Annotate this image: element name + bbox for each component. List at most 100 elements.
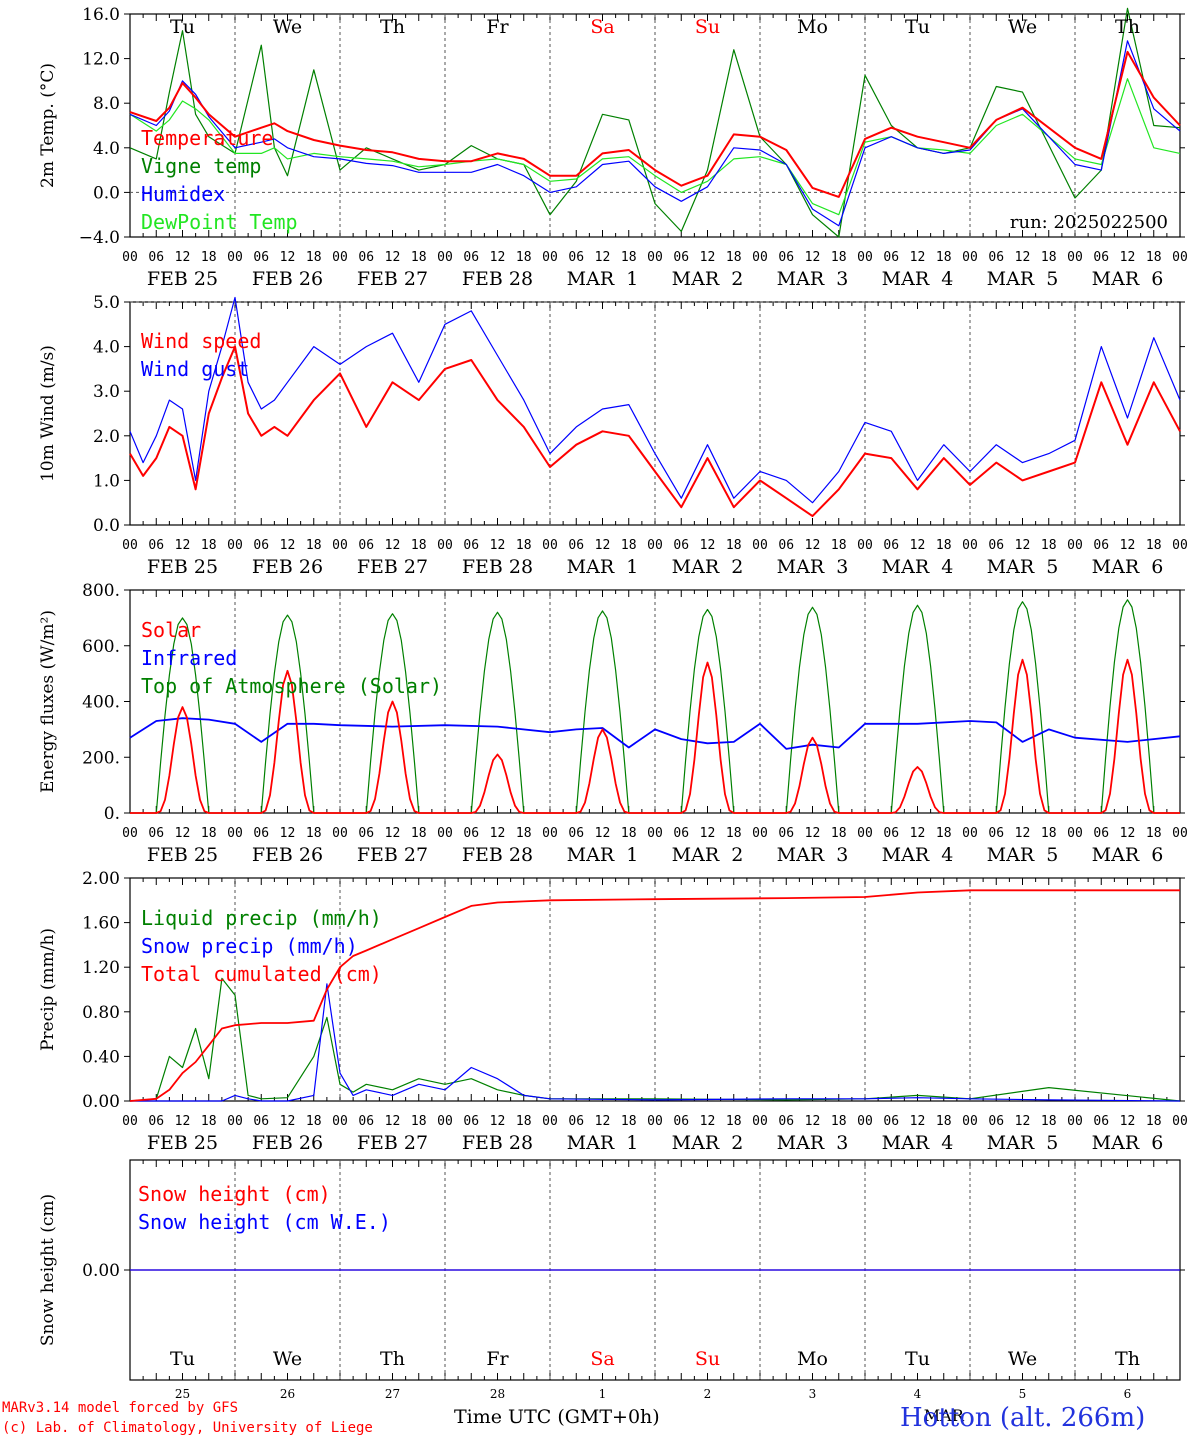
x-hour-label: 00 <box>752 1114 768 1129</box>
x-hour-label: 18 <box>1146 1114 1162 1129</box>
x-date-label: MAR 3 <box>777 268 849 290</box>
y-tick-label: 800. <box>82 581 120 601</box>
x-hour-label: 12 <box>385 538 401 553</box>
series-line <box>129 50 1181 198</box>
x-date-label: FEB 26 <box>252 556 323 578</box>
x-hour-label: 18 <box>726 250 742 265</box>
x-date-label: FEB 27 <box>357 556 428 578</box>
y-axis-label: Snow height (cm) <box>38 1194 58 1346</box>
x-hour-label: 06 <box>568 250 584 265</box>
x-hour-label: 06 <box>673 1114 689 1129</box>
day-number-label: 6 <box>1124 1387 1132 1401</box>
x-hour-label: 00 <box>227 826 243 841</box>
x-hour-label: 00 <box>122 1114 138 1129</box>
x-hour-label: 00 <box>122 538 138 553</box>
x-date-label: MAR 3 <box>777 844 849 866</box>
x-date-label: MAR 2 <box>672 1132 744 1154</box>
x-hour-label: 06 <box>673 538 689 553</box>
x-date-label: MAR 3 <box>777 556 849 578</box>
x-date-label: FEB 28 <box>462 268 533 290</box>
series-line <box>129 977 1181 1102</box>
x-hour-label: 06 <box>673 250 689 265</box>
x-date-label: FEB 28 <box>462 556 533 578</box>
x-date-label: MAR 1 <box>567 268 639 290</box>
x-hour-label: 12 <box>1015 826 1031 841</box>
x-hour-label: 00 <box>542 826 558 841</box>
x-hour-label: 18 <box>516 250 532 265</box>
x-date-label: MAR 1 <box>567 844 639 866</box>
x-date-label: MAR 5 <box>987 556 1059 578</box>
legend-entry: Infrared <box>141 646 237 670</box>
day-number-label: 27 <box>385 1387 400 1401</box>
x-hour-label: 06 <box>358 538 374 553</box>
x-date-label: FEB 26 <box>252 1132 323 1154</box>
day-number-label: 4 <box>914 1387 922 1401</box>
x-hour-label: 18 <box>516 826 532 841</box>
station-label: Hotton (alt. 266m) <box>900 1403 1146 1433</box>
day-number-label: 2 <box>704 1387 712 1401</box>
day-label: We <box>1008 1348 1037 1370</box>
x-hour-label: 06 <box>463 826 479 841</box>
x-hour-label: 06 <box>148 826 164 841</box>
x-hour-label: 06 <box>358 250 374 265</box>
series-line <box>129 78 1181 216</box>
x-hour-label: 12 <box>595 250 611 265</box>
x-hour-label: 06 <box>463 250 479 265</box>
x-hour-label: 12 <box>385 250 401 265</box>
y-tick-label: 1.60 <box>82 914 120 934</box>
x-hour-label: 06 <box>253 826 269 841</box>
y-tick-label: 0.0 <box>93 183 120 203</box>
y-tick-label: −4.0 <box>79 228 120 248</box>
x-hour-label: 12 <box>1015 1114 1031 1129</box>
x-hour-label: 12 <box>175 250 191 265</box>
x-date-label: MAR 1 <box>567 556 639 578</box>
x-hour-label: 18 <box>1146 250 1162 265</box>
x-hour-label: 06 <box>148 1114 164 1129</box>
x-hour-label: 06 <box>883 250 899 265</box>
y-tick-label: 0. <box>104 804 120 824</box>
x-hour-label: 18 <box>621 826 637 841</box>
x-hour-label: 18 <box>831 1114 847 1129</box>
x-hour-label: 00 <box>332 250 348 265</box>
x-hour-label: 18 <box>936 538 952 553</box>
x-hour-label: 00 <box>647 826 663 841</box>
y-tick-label: 2.00 <box>82 869 120 889</box>
x-hour-label: 06 <box>358 1114 374 1129</box>
x-hour-label: 18 <box>411 826 427 841</box>
x-hour-label: 06 <box>568 1114 584 1129</box>
y-tick-label: 4.0 <box>93 338 120 358</box>
x-hour-label: 12 <box>595 1114 611 1129</box>
x-hour-label: 18 <box>1041 1114 1057 1129</box>
day-label: Mo <box>797 16 828 38</box>
x-date-label: FEB 27 <box>357 844 428 866</box>
x-hour-label: 12 <box>490 1114 506 1129</box>
day-label: Sa <box>590 16 614 38</box>
x-hour-label: 00 <box>647 538 663 553</box>
x-date-label: MAR 4 <box>882 1132 954 1154</box>
x-hour-label: 18 <box>516 1114 532 1129</box>
x-date-label: MAR 4 <box>882 268 954 290</box>
x-date-label: MAR 6 <box>1092 1132 1164 1154</box>
y-tick-label: 12.0 <box>82 50 120 70</box>
x-hour-label: 12 <box>700 250 716 265</box>
day-number-label: 3 <box>809 1387 817 1401</box>
day-label: Th <box>1115 16 1140 38</box>
x-hour-label: 06 <box>883 538 899 553</box>
x-hour-label: 18 <box>726 826 742 841</box>
x-hour-label: 18 <box>411 538 427 553</box>
x-hour-label: 12 <box>910 826 926 841</box>
x-hour-label: 06 <box>883 1114 899 1129</box>
x-hour-label: 06 <box>1093 1114 1109 1129</box>
day-label: We <box>1008 16 1037 38</box>
x-hour-label: 12 <box>1120 1114 1136 1129</box>
panel-frame <box>129 301 1181 526</box>
x-date-label: FEB 28 <box>462 1132 533 1154</box>
x-hour-label: 18 <box>621 1114 637 1129</box>
panel-precip: 0.00 0.40 0.80 1.20 1.60 2.00 Precip (mm/h) 00 0… <box>38 869 1188 1154</box>
legend-entry: Snow precip (mm/h) <box>141 934 358 958</box>
x-hour-label: 12 <box>700 538 716 553</box>
x-hour-label: 06 <box>988 538 1004 553</box>
day-number-label: 28 <box>490 1387 505 1401</box>
x-date-label: MAR 5 <box>987 844 1059 866</box>
